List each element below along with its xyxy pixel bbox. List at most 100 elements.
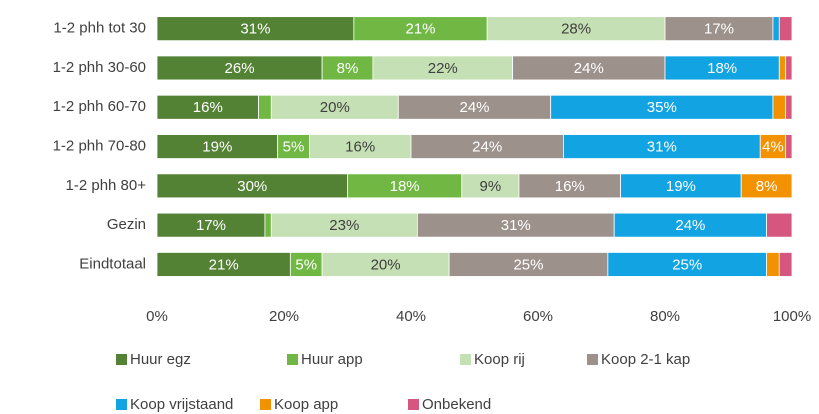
data-label: 19% [666,178,696,195]
bar-segment [289,252,323,277]
bar-segment [563,134,761,159]
bar-segment [664,55,780,81]
legend-swatch [460,354,471,365]
data-label: 17% [704,21,734,38]
data-label: 23% [329,217,359,234]
bar-segment [308,134,412,159]
x-tick-label: 80% [650,308,680,325]
data-label: 21% [406,21,436,38]
bar-segment [156,173,348,199]
legend-label: Huur egz [130,351,191,368]
bar-segment [258,94,272,120]
bar-segment [264,212,272,238]
bar-segment [550,94,774,120]
category-label: 1-2 phh tot 30 [53,20,146,37]
data-label: 24% [472,139,502,156]
data-label: 24% [675,217,705,234]
legend-swatch [408,399,419,410]
bar-segment [156,16,355,42]
data-label: 24% [574,60,604,77]
bar-segment [785,94,793,120]
bar-segment [416,212,615,238]
bar-segment [321,55,374,81]
bar-segment [785,134,793,159]
bar-segment [410,134,564,159]
bar-segment [486,16,666,42]
data-label: 16% [193,99,223,116]
bar-segment [785,55,793,81]
legend-swatch [116,354,127,365]
data-label: 5% [283,139,305,156]
x-tick-label: 100% [773,308,811,325]
bar-segment [347,173,463,199]
bar-segment [270,212,418,238]
bar-segment [778,252,793,277]
legend-label: Onbekend [422,396,491,413]
data-label: 20% [320,99,350,116]
category-label: 1-2 phh 30-60 [53,59,146,76]
legend-swatch [260,399,271,410]
data-label: 8% [756,178,778,195]
category-label: 1-2 phh 60-70 [53,98,146,115]
data-label: 18% [390,178,420,195]
data-label: 31% [501,217,531,234]
data-label: 20% [371,256,401,273]
legend-swatch [587,354,598,365]
data-label: 25% [513,256,543,273]
x-tick-label: 0% [146,308,168,325]
bar-segment [607,252,767,277]
data-label: 25% [672,256,702,273]
bar-segment [156,55,323,81]
bar-segment [461,173,520,199]
bar-segment [778,16,793,42]
x-tick-label: 40% [396,308,426,325]
data-label: 30% [237,178,267,195]
legend-swatch [116,399,127,410]
data-label: 24% [459,99,489,116]
category-label: Eindtotaal [79,255,146,272]
bar-segment [759,134,787,159]
legend-label: Huur app [301,351,363,368]
x-tick-label: 20% [269,308,299,325]
data-label: 5% [295,256,317,273]
data-label: 21% [209,256,239,273]
legend-label: Koop 2-1 kap [601,351,690,368]
bar-segment [766,212,793,238]
data-label: 18% [707,60,737,77]
data-label: 35% [647,99,677,116]
legend-label: Koop rij [474,351,525,368]
bar-segment [156,134,279,159]
data-label: 17% [196,217,226,234]
bar-segment [372,55,513,81]
category-label: 1-2 phh 80+ [66,177,147,194]
bar-segment [518,173,621,199]
data-label: 16% [345,139,375,156]
bar-segment [512,55,666,81]
data-label: 28% [561,21,591,38]
bar-segment [772,94,787,120]
data-label: 31% [240,21,270,38]
bar-segment [613,212,768,238]
bar-segment [740,173,793,199]
legend-label: Koop vrijstaand [130,396,233,413]
x-tick-label: 60% [523,308,553,325]
legend-swatch [287,354,298,365]
data-label: 19% [202,139,232,156]
bar-segment [766,252,780,277]
data-label: 26% [225,60,255,77]
data-label: 9% [480,178,502,195]
data-label: 4% [762,139,784,156]
bar-segment [156,94,259,120]
data-label: 22% [428,60,458,77]
data-label: 31% [647,139,677,156]
bar-segment [353,16,488,42]
category-label: Gezin [107,216,146,233]
data-label: 16% [555,178,585,195]
bar-segment [772,16,780,42]
data-label: 8% [337,60,359,77]
bar-segment [778,55,787,81]
legend-label: Koop app [274,396,338,413]
bar-segment [397,94,552,120]
category-label: 1-2 phh 70-80 [53,138,146,155]
